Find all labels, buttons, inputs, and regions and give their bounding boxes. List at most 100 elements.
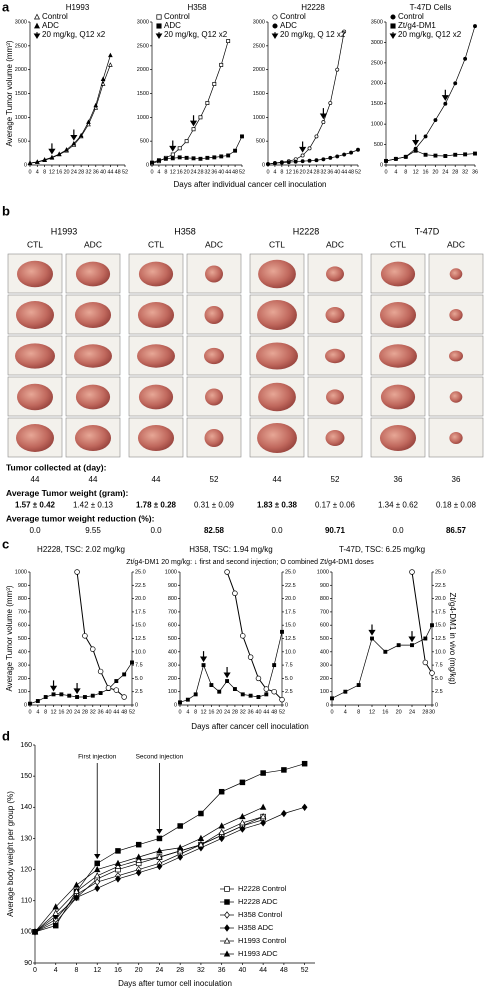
marker — [423, 152, 428, 157]
legend-label: Control — [280, 12, 306, 21]
annotation: First injection — [78, 754, 117, 761]
marker — [75, 695, 80, 699]
x-tick-label: 8 — [164, 169, 167, 175]
row-value: 0.18 ± 0.08 — [436, 501, 477, 510]
marker — [94, 860, 100, 867]
tumor — [15, 343, 55, 369]
y-tick-label: 700 — [168, 609, 177, 615]
y-tick-label: 3000 — [371, 40, 383, 46]
y2-tick-label: 2.5 — [135, 689, 143, 695]
x-tick-label: 30 — [429, 709, 435, 715]
marker — [178, 700, 182, 705]
dose-arrow — [299, 141, 307, 153]
column-label: CTL — [390, 239, 406, 249]
x-tick-label: 20 — [216, 709, 222, 715]
marker — [248, 693, 253, 698]
tumor — [449, 350, 463, 362]
marker — [240, 692, 245, 697]
marker — [56, 151, 62, 156]
column-label: ADC — [205, 239, 223, 249]
marker — [115, 875, 121, 883]
y-tick-label: 1000 — [15, 115, 27, 121]
marker — [205, 101, 210, 105]
marker — [356, 683, 361, 688]
marker — [198, 810, 204, 817]
marker — [156, 853, 163, 860]
marker — [193, 692, 198, 697]
tumor — [16, 424, 54, 452]
tumor — [380, 384, 416, 410]
marker — [197, 834, 205, 841]
y-tick-label: 2500 — [15, 43, 27, 49]
dose-arrow — [223, 667, 231, 679]
marker — [135, 868, 142, 877]
marker — [86, 119, 91, 124]
x-axis-label: Days after tumor cell inoculation — [118, 979, 232, 988]
y-tick-label: 140 — [20, 804, 32, 811]
marker — [328, 155, 333, 160]
y-tick-label: 500 — [256, 139, 265, 145]
x-tick-label: 4 — [394, 169, 397, 175]
y-tick-label: 300 — [18, 663, 27, 669]
y-tick-label: 600 — [18, 623, 27, 629]
y-tick-label: 0 — [262, 162, 265, 168]
series-line — [151, 40, 229, 164]
y-tick-label: 200 — [320, 676, 329, 682]
x-tick-label: 24 — [306, 169, 312, 175]
marker — [219, 154, 224, 159]
marker — [413, 148, 418, 153]
marker — [67, 693, 72, 698]
x-tick-label: 32 — [204, 169, 210, 175]
marker — [272, 14, 278, 20]
marker — [94, 884, 101, 892]
marker — [314, 158, 319, 163]
series-line — [34, 806, 264, 933]
row-value: 0.0 — [29, 526, 41, 535]
row-label: Average tumor weight reduction (%): — [6, 513, 155, 523]
marker — [255, 675, 262, 682]
x-tick-label: 44 — [225, 169, 231, 175]
row-value: 1.78 ± 0.28 — [136, 501, 177, 510]
tumor — [258, 259, 296, 289]
x-tick-label: 44 — [259, 967, 267, 974]
tumor — [16, 301, 54, 329]
row-label: Average Tumor weight (gram): — [6, 488, 128, 498]
x-tick-label: 16 — [177, 169, 183, 175]
marker — [226, 153, 231, 158]
legend-label: Control — [398, 12, 424, 21]
y-tick-label: 3500 — [371, 19, 383, 25]
y2-tick-label: 25.0 — [135, 569, 146, 575]
marker — [98, 691, 103, 695]
marker — [135, 841, 142, 848]
marker — [272, 23, 278, 29]
x-tick-label: 16 — [382, 709, 388, 715]
marker — [184, 155, 189, 160]
y2-tick-label: 22.5 — [435, 583, 446, 589]
legend-label: Control — [164, 12, 190, 21]
marker — [383, 649, 388, 654]
dose-arrow — [70, 129, 78, 141]
x-tick-label: 12 — [49, 169, 55, 175]
panel-label: a — [2, 0, 10, 14]
marker — [239, 825, 246, 833]
axis — [151, 22, 242, 166]
marker — [114, 679, 119, 684]
row-value: 44 — [152, 475, 161, 484]
legend-label: H358 ADC — [238, 923, 274, 932]
x-tick-label: 0 — [266, 169, 269, 175]
y-tick-label: 2000 — [253, 67, 265, 73]
marker — [396, 643, 401, 648]
marker — [122, 672, 127, 677]
tumor — [326, 389, 344, 405]
marker — [156, 14, 162, 20]
y-tick-label: 900 — [18, 583, 27, 589]
y-tick-label: 1500 — [371, 101, 383, 107]
row-value: 86.57 — [446, 526, 467, 535]
marker — [197, 841, 205, 848]
y2-tick-label: 15.0 — [285, 623, 296, 629]
series-line — [179, 631, 283, 703]
tumor — [137, 344, 175, 368]
marker — [430, 623, 434, 628]
marker — [205, 155, 210, 160]
panel-label: b — [2, 203, 10, 218]
